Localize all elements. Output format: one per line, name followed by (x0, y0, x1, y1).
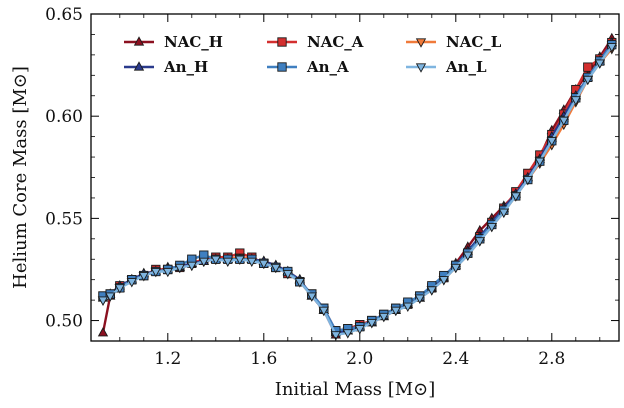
data-point-an-l (105, 292, 116, 302)
data-point-an-l (330, 331, 341, 341)
data-point-an-l (150, 267, 161, 278)
x-tick-label: 1.6 (250, 349, 277, 369)
data-point-an-l (570, 96, 581, 106)
series-nac-l (97, 45, 617, 339)
y-tick-label: 0.60 (45, 107, 83, 127)
series-an-h (97, 36, 617, 337)
legend-label-nac-l: NAC_L (446, 33, 502, 51)
data-point-nac-h (97, 327, 109, 337)
data-point-an-l (522, 175, 533, 186)
legend-marker-an-a (277, 62, 287, 72)
legend-item-nac-h: NAC_H (124, 33, 223, 51)
series-nac-h (97, 32, 617, 339)
data-point-an-l (210, 255, 221, 266)
data-point-an-l (282, 269, 293, 280)
legend-marker-an-l (415, 63, 427, 73)
data-point-an-l (510, 192, 521, 202)
data-point-an-l (414, 294, 425, 304)
legend-marker-nac-h (133, 36, 145, 46)
series-line-nac-l (102, 47, 613, 334)
data-point-an-l (246, 257, 257, 268)
y-axis-label: Helium Core Mass [M⊙] (10, 66, 31, 289)
data-point-an-l (534, 157, 545, 167)
legend-marker-nac-a (277, 37, 287, 47)
data-point-an-l (162, 267, 173, 278)
data-point-an-l (270, 263, 281, 274)
legend-label-an-l: An_L (445, 58, 487, 76)
legend-marker-nac-l (415, 38, 427, 48)
y-tick-label: 0.50 (45, 312, 83, 332)
data-point-an-l (354, 325, 365, 335)
data-point-an-l (558, 116, 569, 127)
data-point-an-l (582, 75, 593, 86)
data-point-an-l (198, 257, 209, 268)
data-point-an-l (174, 263, 185, 274)
series-line-nac-a (102, 41, 613, 332)
series-an-a (98, 40, 617, 336)
series-line-an-h (102, 41, 613, 334)
data-point-an-l (462, 251, 473, 261)
legend-marker-an-h (133, 61, 145, 71)
series-line-nac-h (101, 37, 613, 337)
data-point-an-l (258, 259, 269, 270)
x-tick-label: 2.8 (538, 349, 565, 369)
data-point-an-l (546, 137, 557, 147)
legend-label-nac-a: NAC_A (307, 33, 364, 51)
data-point-an-l (114, 284, 125, 294)
series-line-an-a (102, 43, 613, 332)
data-point-an-l (498, 208, 509, 219)
data-point-an-l (138, 272, 149, 282)
series-layer (97, 32, 617, 341)
axes-layer: 1.2 1.6 2.0 2.4 2.8 0.50 0.55 0.60 0.65 (45, 5, 620, 369)
series-nac-a (98, 37, 617, 336)
data-point-an-l (97, 296, 109, 306)
data-point-an-l (486, 222, 497, 233)
data-point-an-l (390, 306, 401, 317)
data-point-an-l (594, 59, 605, 69)
x-tick-label: 2.4 (442, 349, 469, 369)
y-tick-label: 0.65 (45, 5, 83, 25)
data-point-an-l (366, 319, 377, 329)
data-point-an-l (606, 43, 617, 53)
legend-item-an-h: An_H (124, 58, 208, 76)
legend-item-nac-l: NAC_L (406, 33, 502, 51)
series-line-an-l (102, 45, 613, 337)
data-point-nac-a (583, 62, 593, 72)
data-point-an-l (450, 263, 461, 274)
data-point-an-l (222, 257, 233, 268)
data-point-an-l (318, 306, 329, 317)
legend-item-an-l: An_L (406, 58, 487, 76)
legend: NAC_H NAC_A NAC_L An_H An_A An_L (124, 33, 502, 76)
data-point-an-l (426, 286, 437, 296)
y-tick-label: 0.55 (45, 209, 83, 229)
data-point-an-l (306, 292, 317, 302)
data-point-an-l (234, 255, 245, 266)
data-point-an-l (378, 312, 389, 323)
data-point-an-l (294, 278, 305, 288)
data-point-an-l (402, 302, 413, 313)
data-point-an-l (186, 261, 197, 272)
legend-label-nac-h: NAC_H (164, 33, 223, 51)
legend-label-an-h: An_H (163, 58, 208, 76)
data-point-an-l (474, 237, 485, 247)
legend-item-nac-a: NAC_A (267, 33, 364, 51)
x-axis-label: Initial Mass [M⊙] (275, 379, 436, 400)
legend-label-an-a: An_A (306, 58, 349, 76)
x-tick-label: 1.2 (154, 349, 181, 369)
x-tick-label: 2.0 (346, 349, 373, 369)
legend-item-an-a: An_A (267, 58, 349, 76)
data-point-an-l (126, 278, 137, 288)
data-point-an-l (342, 329, 353, 339)
series-an-l (97, 43, 617, 341)
data-point-an-l (438, 276, 449, 286)
